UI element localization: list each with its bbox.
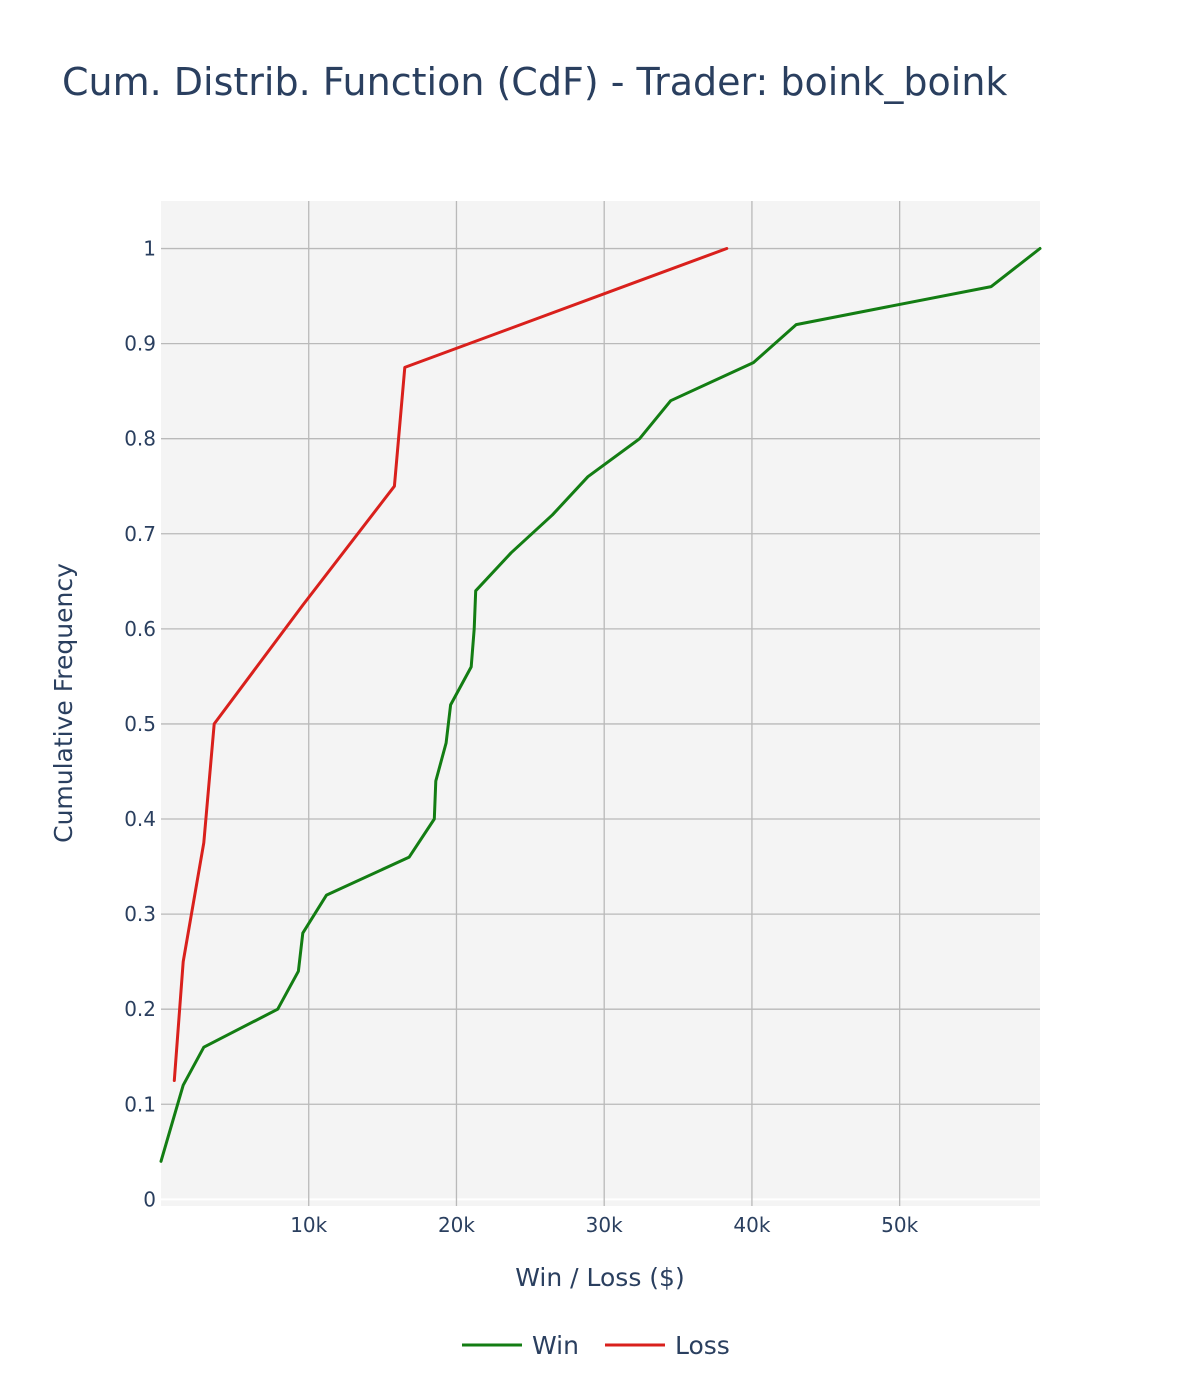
x-axis-title: Win / Loss ($) <box>515 1263 684 1292</box>
y-tick-label: 0.4 <box>124 807 156 831</box>
y-tick-labels: 0 0.1 0.2 0.3 0.4 0.5 0.6 0.7 0.8 0.9 1 <box>124 237 156 1212</box>
series-win <box>159 247 1042 1163</box>
legend-label: Loss <box>675 1331 730 1360</box>
legend[interactable]: Win Loss <box>462 1331 730 1360</box>
y-tick-label: 0.6 <box>124 617 156 641</box>
line-loss <box>172 247 729 1082</box>
y-tick-label: 0.5 <box>124 712 156 736</box>
line-win <box>159 247 1042 1163</box>
y-tick-label: 0.8 <box>124 427 156 451</box>
legend-label: Win <box>532 1331 579 1360</box>
x-tick-label: 30k <box>586 1213 623 1237</box>
series-lines <box>159 247 1042 1163</box>
gridlines <box>161 201 1040 1206</box>
legend-item-loss[interactable]: Loss <box>605 1331 730 1360</box>
x-tick-label: 10k <box>290 1213 327 1237</box>
x-tick-label: 50k <box>881 1213 918 1237</box>
legend-item-win[interactable]: Win <box>462 1331 579 1360</box>
y-tick-label: 0.1 <box>124 1092 156 1116</box>
y-tick-label: 1 <box>143 237 156 261</box>
series-loss <box>172 247 729 1082</box>
y-axis-title: Cumulative Frequency <box>49 563 78 843</box>
chart-title: Cum. Distrib. Function (CdF) - Trader: b… <box>62 60 1008 104</box>
y-tick-label: 0.3 <box>124 902 156 926</box>
x-tick-labels: 10k 20k 30k 40k 50k <box>290 1213 918 1237</box>
plot-background <box>161 201 1040 1206</box>
y-tick-label: 0 <box>143 1187 156 1211</box>
y-tick-label: 0.9 <box>124 332 156 356</box>
x-tick-label: 40k <box>733 1213 770 1237</box>
y-tick-label: 0.2 <box>124 997 156 1021</box>
y-tick-label: 0.7 <box>124 522 156 546</box>
x-tick-label: 20k <box>438 1213 475 1237</box>
